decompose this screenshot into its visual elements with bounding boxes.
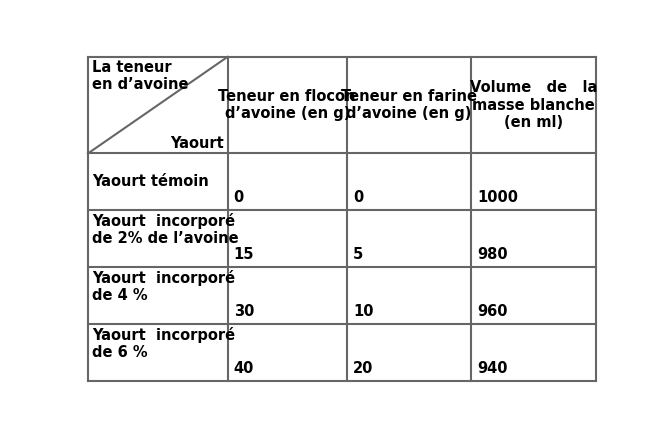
Text: 940: 940 xyxy=(477,361,508,376)
Text: 1000: 1000 xyxy=(477,190,518,205)
Text: Teneur en flocon
d’avoine (en g): Teneur en flocon d’avoine (en g) xyxy=(219,89,356,121)
Text: Yaourt  incorporé
de 2% de l’avoine: Yaourt incorporé de 2% de l’avoine xyxy=(92,213,238,246)
Text: Teneur en farine
d’avoine (en g): Teneur en farine d’avoine (en g) xyxy=(341,89,477,121)
Text: 0: 0 xyxy=(234,190,244,205)
Text: 0: 0 xyxy=(353,190,363,205)
Text: Yaourt témoin: Yaourt témoin xyxy=(92,174,209,189)
Text: 10: 10 xyxy=(353,304,373,319)
Text: 5: 5 xyxy=(353,247,363,262)
Text: 30: 30 xyxy=(234,304,254,319)
Text: Yaourt  incorporé
de 6 %: Yaourt incorporé de 6 % xyxy=(92,327,235,360)
Text: 960: 960 xyxy=(477,304,508,319)
Text: 15: 15 xyxy=(234,247,254,262)
Text: 20: 20 xyxy=(353,361,373,376)
Text: Volume   de   la
masse blanche
(en ml): Volume de la masse blanche (en ml) xyxy=(470,80,597,130)
Text: Yaourt: Yaourt xyxy=(170,136,223,151)
Text: Yaourt  incorporé
de 4 %: Yaourt incorporé de 4 % xyxy=(92,270,235,303)
Text: 40: 40 xyxy=(234,361,254,376)
Text: 980: 980 xyxy=(477,247,508,262)
Text: La teneur
en d’avoine: La teneur en d’avoine xyxy=(92,59,189,92)
